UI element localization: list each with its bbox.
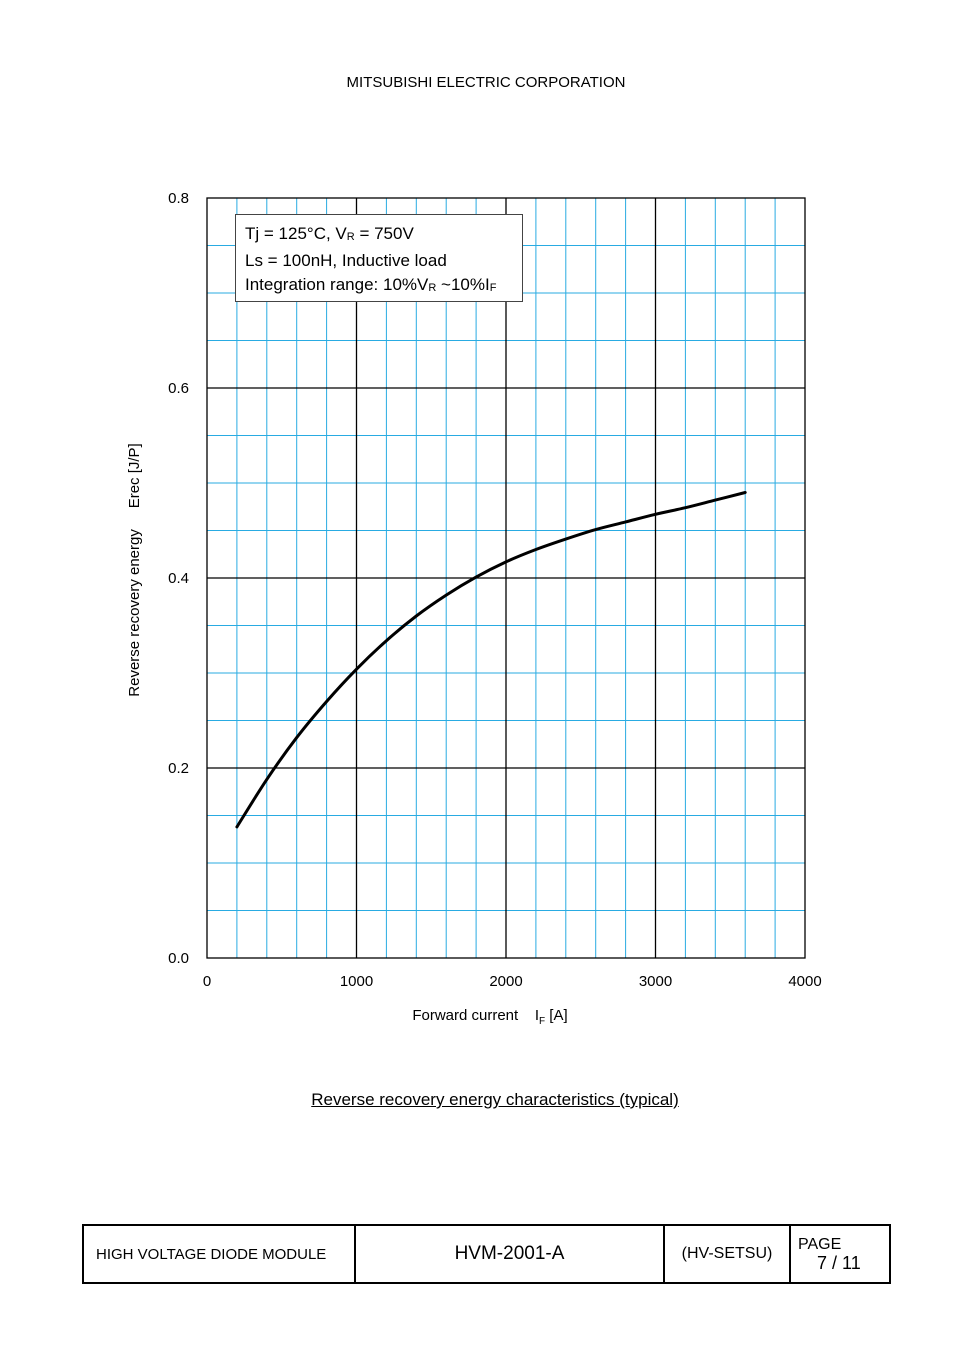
footer-table: HIGH VOLTAGE DIODE MODULE HVM-2001-A (HV… bbox=[82, 1224, 891, 1284]
grid-major bbox=[207, 198, 805, 958]
conditions-box: Tj = 125°C, VR = 750V Ls = 100nH, Induct… bbox=[235, 214, 523, 302]
y-tick-label: 0.8 bbox=[168, 190, 189, 207]
x-tick-label: 0 bbox=[203, 973, 211, 990]
page-info: PAGE 7 / 11 bbox=[791, 1226, 889, 1282]
y-axis-label: Reverse recovery energy Erec [J/P] bbox=[126, 443, 143, 697]
document-code: (HV-SETSU) bbox=[665, 1226, 791, 1282]
company-header: MITSUBISHI ELECTRIC CORPORATION bbox=[346, 74, 626, 91]
x-axis-label: Forward current IF [A] bbox=[412, 1007, 568, 1027]
document-number: HVM-2001-A bbox=[356, 1226, 665, 1282]
x-tick-label: 4000 bbox=[788, 973, 821, 990]
x-tick-label: 1000 bbox=[340, 973, 373, 990]
page-number: 7 / 11 bbox=[817, 1253, 861, 1273]
y-tick-label: 0.0 bbox=[168, 950, 189, 967]
x-tick-label: 3000 bbox=[639, 973, 672, 990]
legend-line-1: Tj = 125°C, VR = 750V bbox=[245, 224, 414, 243]
page-label: PAGE bbox=[798, 1236, 842, 1253]
x-tick-label: 2000 bbox=[489, 973, 522, 990]
recovery-energy-chart: 0 1000 2000 3000 4000 0.0 0.2 0.4 0.6 0.8 bbox=[168, 190, 822, 990]
erec-curve bbox=[235, 491, 747, 829]
plot-frame bbox=[206, 197, 806, 959]
product-name: HIGH VOLTAGE DIODE MODULE bbox=[84, 1226, 356, 1282]
legend-line-2: Ls = 100nH, Inductive load bbox=[245, 251, 447, 270]
chart-title: Reverse recovery energy characteristics … bbox=[311, 1090, 679, 1109]
y-tick-label: 0.6 bbox=[168, 380, 189, 397]
y-tick-label: 0.2 bbox=[168, 760, 189, 777]
legend-line-3: Integration range: 10%VR ~10%IF bbox=[245, 275, 497, 294]
y-tick-label: 0.4 bbox=[168, 570, 189, 587]
tick-labels: 0 1000 2000 3000 4000 0.0 0.2 0.4 0.6 0.8 bbox=[168, 190, 822, 990]
